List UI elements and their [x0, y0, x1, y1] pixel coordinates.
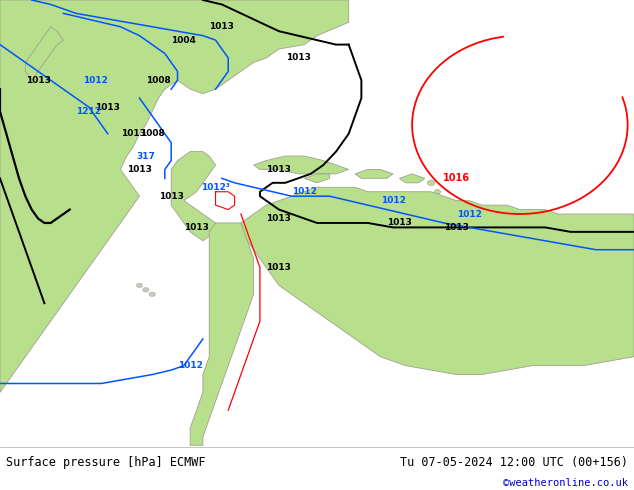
Text: 1013: 1013 [209, 22, 235, 31]
Polygon shape [241, 187, 634, 374]
Polygon shape [254, 156, 349, 174]
Text: ©weatheronline.co.uk: ©weatheronline.co.uk [503, 478, 628, 489]
Polygon shape [25, 27, 63, 80]
Polygon shape [399, 174, 425, 183]
Text: 1008: 1008 [139, 129, 165, 138]
Circle shape [427, 180, 435, 186]
Text: 1012: 1012 [82, 76, 108, 85]
Text: 1012: 1012 [456, 210, 482, 219]
Polygon shape [355, 170, 393, 178]
Text: 1012: 1012 [380, 196, 406, 205]
Text: Surface pressure [hPa] ECMWF: Surface pressure [hPa] ECMWF [6, 456, 206, 469]
Text: 317: 317 [136, 151, 155, 161]
Circle shape [441, 198, 447, 203]
Text: 1013: 1013 [387, 219, 412, 227]
Polygon shape [190, 223, 254, 446]
Polygon shape [0, 0, 349, 392]
Polygon shape [171, 151, 216, 241]
Text: 1013: 1013 [285, 53, 311, 62]
Text: 1013: 1013 [266, 165, 292, 174]
Text: 1004: 1004 [171, 36, 197, 45]
Text: 1013: 1013 [25, 76, 51, 85]
Text: 1013: 1013 [127, 165, 152, 174]
Circle shape [136, 283, 143, 288]
Circle shape [143, 288, 149, 292]
Text: 1016: 1016 [443, 173, 470, 183]
Text: 1012³: 1012³ [201, 183, 230, 192]
Text: 1013: 1013 [120, 129, 146, 138]
Text: 1013: 1013 [266, 263, 292, 272]
Text: 1013: 1013 [95, 102, 120, 112]
Text: 1013: 1013 [444, 223, 469, 232]
Text: 1012: 1012 [178, 361, 203, 370]
Text: 1013: 1013 [266, 214, 292, 223]
Text: Tu 07-05-2024 12:00 UTC (00+156): Tu 07-05-2024 12:00 UTC (00+156) [399, 456, 628, 469]
Text: 1008: 1008 [146, 76, 171, 85]
Text: 1212: 1212 [76, 107, 101, 116]
Circle shape [149, 292, 155, 296]
Circle shape [434, 190, 441, 194]
Text: 1013: 1013 [158, 192, 184, 201]
Polygon shape [304, 174, 330, 183]
Text: 1012: 1012 [292, 187, 317, 196]
Text: 1013: 1013 [184, 223, 209, 232]
